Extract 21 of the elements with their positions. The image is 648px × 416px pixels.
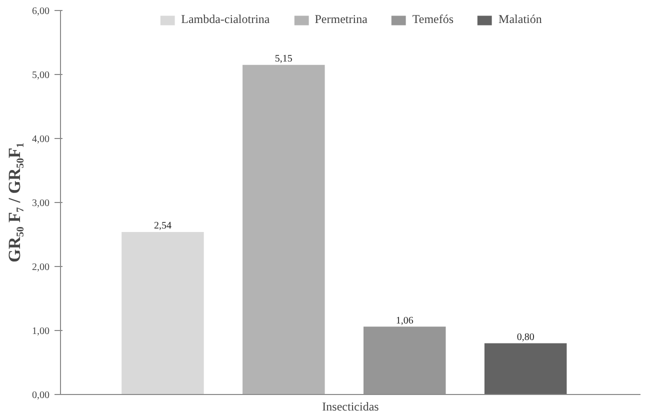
data-label: 5,15 [274, 54, 292, 65]
bar [122, 232, 204, 394]
bar [242, 64, 325, 394]
y-tick-label: 4,00 [32, 134, 50, 145]
data-label: 2,54 [154, 220, 172, 232]
x-axis-title: Insecticidas [322, 400, 380, 414]
legend-label: Malatión [498, 12, 542, 27]
y-tick-label: 3,00 [32, 198, 50, 209]
y-tick-label: 5,00 [32, 70, 50, 81]
y-tick-label: 0,00 [32, 390, 50, 401]
legend-label: Lambda-cialotrina [181, 12, 270, 27]
y-tick-label: 2,00 [32, 262, 50, 273]
legend-label: Temefós [412, 12, 454, 27]
y-tick-label: 1,00 [32, 326, 50, 337]
data-label: 0,80 [516, 332, 534, 344]
bar [484, 343, 567, 394]
y-axis-title: GR₅₀ F₇ / GR₅₀F₁ [5, 142, 24, 262]
bar [364, 326, 446, 394]
data-label: 1,06 [396, 315, 414, 326]
legend-label: Permetrina [314, 12, 368, 27]
y-tick-label: 6,00 [32, 6, 50, 17]
